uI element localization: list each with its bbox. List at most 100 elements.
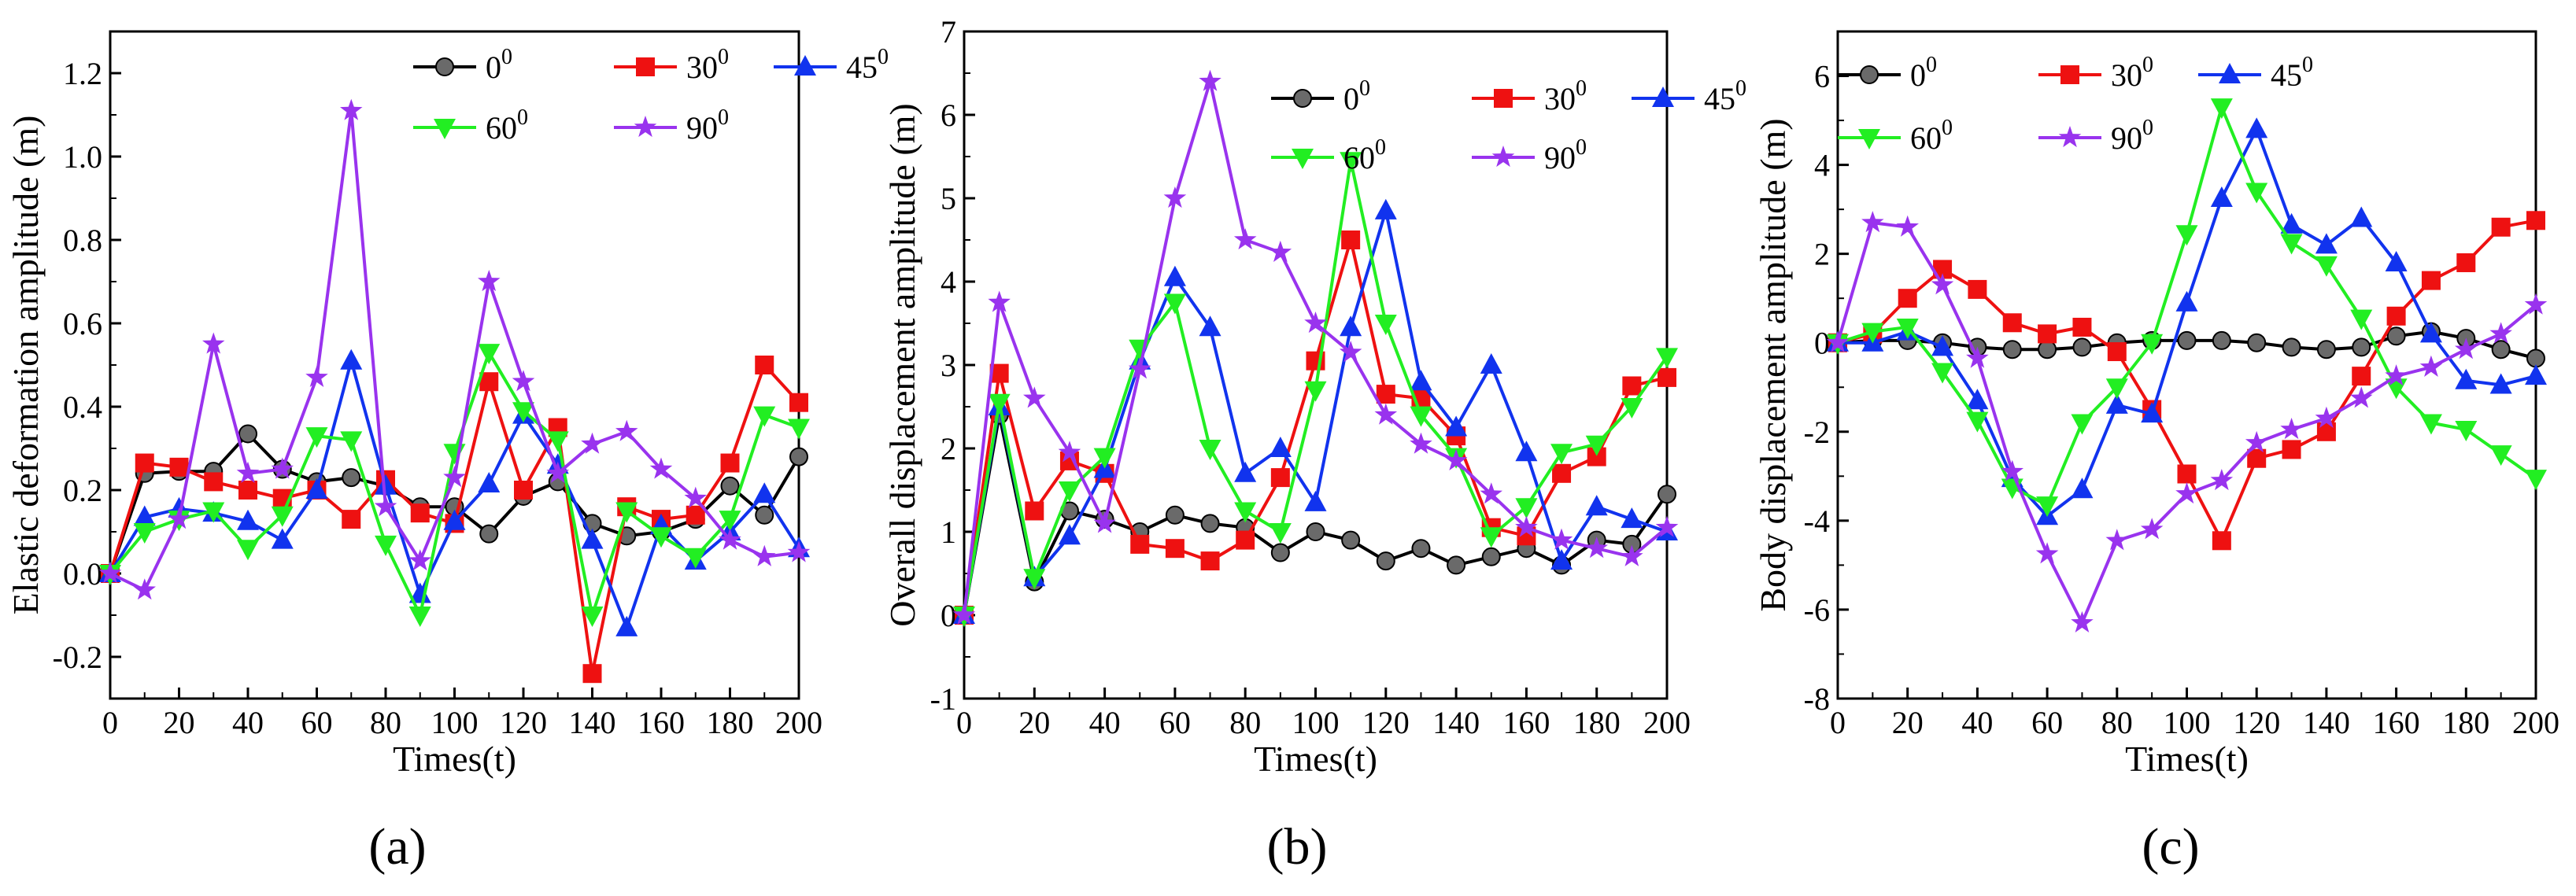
data-point-90 — [615, 419, 638, 441]
data-point-30 — [789, 393, 808, 412]
legend-marker-0 — [1860, 65, 1879, 84]
data-point-60 — [443, 444, 466, 465]
data-point-60 — [1093, 448, 1116, 469]
data-point-60 — [2071, 414, 2094, 435]
data-point-45 — [1621, 507, 1643, 529]
legend-label-60: 600 — [1910, 116, 1953, 156]
data-point-90 — [1058, 441, 1081, 463]
legend-degree-superscript: 0 — [1359, 76, 1370, 101]
data-point-45 — [1234, 461, 1257, 482]
data-point-30 — [2282, 440, 2301, 459]
data-point-45 — [478, 472, 501, 493]
data-point-90 — [2280, 418, 2303, 440]
data-point-90 — [1861, 211, 1884, 233]
x-tick-label: 200 — [2512, 705, 2559, 740]
data-point-60 — [2105, 378, 2128, 400]
x-tick-label: 100 — [1292, 705, 1340, 740]
data-point-60 — [271, 506, 294, 527]
data-point-0 — [1411, 539, 1431, 559]
data-point-60 — [133, 523, 156, 544]
data-point-90 — [1826, 330, 1850, 352]
data-point-0 — [1376, 551, 1395, 571]
data-point-90 — [1585, 536, 1608, 559]
data-point-30 — [2107, 342, 2127, 362]
data-point-30 — [1376, 385, 1395, 404]
data-point-90 — [1444, 448, 1468, 470]
data-point-45 — [753, 482, 776, 503]
data-point-45 — [375, 474, 397, 495]
data-point-30 — [2456, 253, 2476, 272]
y-tick-label: 6 — [1814, 59, 1830, 94]
data-point-60 — [408, 607, 431, 627]
data-point-45 — [340, 348, 363, 370]
data-point-60 — [1515, 498, 1538, 519]
data-point-90 — [1931, 273, 1954, 295]
data-point-60 — [1621, 398, 1643, 419]
data-point-90 — [988, 290, 1011, 312]
y-axis-title: Body displacement amplitude (m) — [1753, 118, 1793, 611]
legend-degree-superscript: 0 — [1735, 76, 1746, 101]
legend-marker-30 — [1494, 89, 1513, 108]
data-point-0 — [2282, 337, 2301, 357]
legend-degree-superscript: 0 — [517, 105, 528, 130]
data-point-60 — [1896, 318, 1919, 339]
data-point-90 — [2175, 481, 2198, 504]
data-point-45 — [1374, 198, 1397, 219]
y-tick-label: 0.0 — [63, 556, 102, 592]
panel-label: (c) — [2142, 818, 2199, 876]
data-point-90 — [1269, 240, 1292, 262]
data-point-90 — [1550, 528, 1573, 550]
y-tick-label: 7 — [941, 14, 956, 50]
data-point-30 — [342, 510, 361, 529]
data-point-0 — [1306, 522, 1325, 541]
data-point-0 — [2247, 333, 2267, 352]
data-point-30 — [686, 505, 705, 525]
data-point-60 — [1656, 348, 1678, 369]
data-point-60 — [988, 393, 1011, 415]
x-tick-label: 200 — [775, 705, 822, 740]
y-tick-label: -8 — [1804, 681, 1830, 717]
data-point-30 — [1165, 539, 1185, 559]
x-tick-label: 80 — [2101, 705, 2133, 740]
data-point-90 — [649, 457, 673, 479]
data-point-45 — [1199, 315, 1221, 337]
data-point-0 — [755, 505, 774, 525]
data-point-45 — [1410, 370, 1432, 391]
data-point-30 — [1552, 463, 1572, 483]
data-point-30 — [1898, 289, 1917, 308]
data-point-30 — [2491, 217, 2511, 237]
data-point-90 — [1093, 511, 1116, 533]
data-point-90 — [1374, 403, 1398, 425]
legend-label-45: 450 — [2271, 53, 2313, 93]
data-point-45 — [1931, 335, 1954, 356]
data-point-45 — [615, 615, 638, 636]
data-point-60 — [2280, 234, 2303, 255]
x-tick-label: 0 — [102, 705, 118, 740]
data-point-30 — [1658, 367, 1676, 387]
data-point-90 — [408, 549, 431, 571]
data-point-60 — [2525, 470, 2547, 491]
chart-panel-1: 0 20 40 60 80 100 120 140 160 180 200 -0.2 0.0 0.2 0.4… — [6, 30, 889, 876]
data-point-0 — [2002, 340, 2022, 360]
data-point-90 — [1655, 515, 1679, 537]
data-point-90 — [1480, 482, 1502, 504]
data-point-0 — [342, 468, 361, 488]
x-tick-label: 180 — [707, 705, 754, 740]
data-point-60 — [1163, 293, 1186, 315]
data-point-30 — [204, 472, 224, 492]
data-point-90 — [1896, 215, 1919, 237]
data-point-30 — [1200, 551, 1220, 571]
data-point-30 — [2212, 531, 2231, 551]
data-point-60 — [305, 427, 328, 448]
data-point-45 — [2105, 393, 2128, 414]
x-tick-label: 0 — [1830, 705, 1846, 740]
data-point-45 — [2280, 212, 2303, 234]
data-point-60 — [788, 419, 810, 440]
data-point-90 — [1410, 432, 1432, 454]
data-point-0 — [2072, 337, 2092, 357]
legend-degree-superscript: 0 — [2142, 53, 2153, 77]
legend-marker-60 — [1858, 129, 1880, 149]
data-point-60 — [2350, 309, 2373, 330]
x-tick-label: 60 — [301, 705, 333, 740]
